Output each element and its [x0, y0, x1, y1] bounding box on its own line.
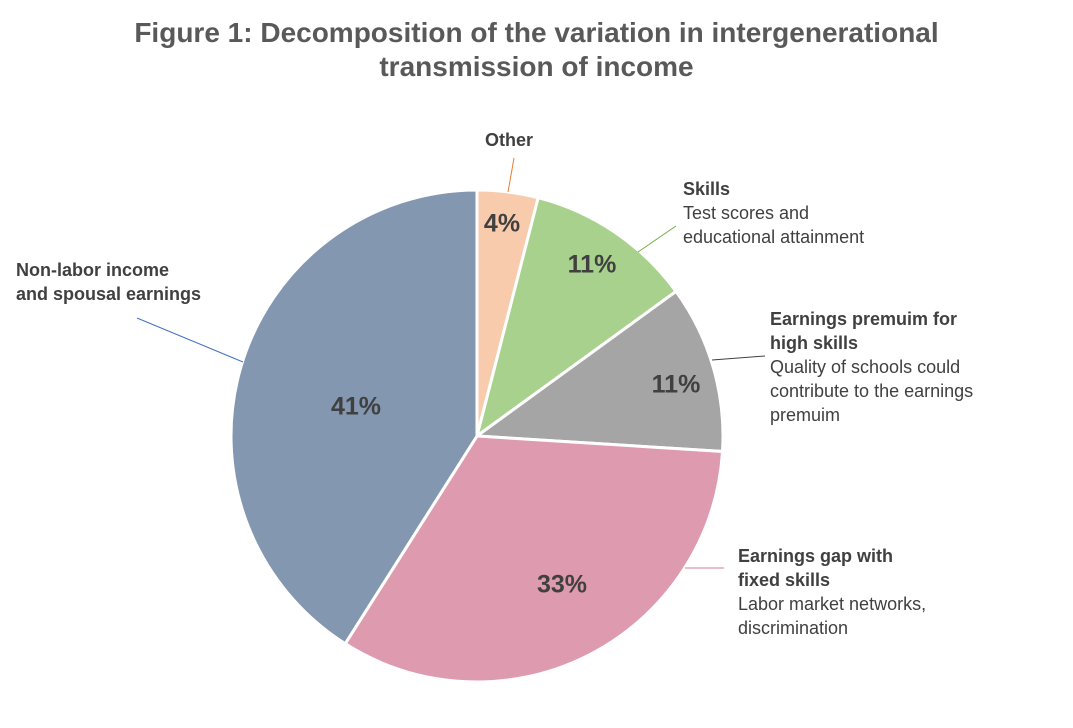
- category-description-earnings-premium: contribute to the earnings: [770, 381, 973, 401]
- category-labels: Other Skills Test scores and educational at…: [16, 130, 973, 638]
- percent-label-other: 4%: [484, 210, 520, 238]
- percent-label-earnings-gap: 33%: [537, 571, 587, 599]
- category-description-earnings-gap: Labor market networks,: [738, 594, 926, 614]
- category-label-earnings-gap: Earnings gap with fixed skills Labor marke…: [738, 546, 926, 638]
- category-name-non-labor: Non-labor income: [16, 260, 169, 280]
- chart-title-line1: Figure 1: Decomposition of the variation…: [134, 17, 939, 48]
- percent-label-non-labor: 41%: [331, 393, 381, 421]
- category-name-other: Other: [485, 130, 533, 150]
- percent-label-earnings-premium: 11%: [652, 371, 701, 399]
- category-name-earnings-premium: Earnings premuim for: [770, 309, 957, 329]
- percent-labels: 4% 11% 11% 33% 41%: [331, 210, 700, 599]
- category-description-earnings-premium: premuim: [770, 405, 840, 425]
- category-description-earnings-gap: discrimination: [738, 618, 848, 638]
- category-name-earnings-premium: high skills: [770, 333, 858, 353]
- chart-title-line2: transmission of income: [379, 51, 694, 82]
- category-description-earnings-premium: Quality of schools could: [770, 357, 960, 377]
- category-label-skills: Skills Test scores and educational attainm…: [683, 179, 864, 247]
- category-label-earnings-premium: Earnings premuim for high skills Quality o…: [770, 309, 973, 425]
- category-name-earnings-gap: Earnings gap with: [738, 546, 893, 566]
- category-name-non-labor: and spousal earnings: [16, 284, 201, 304]
- pie-slice-skills: [474, 195, 679, 440]
- category-description-skills: Test scores and: [683, 203, 809, 223]
- category-name-earnings-gap: fixed skills: [738, 570, 830, 590]
- leader-line-earnings-premium: [711, 355, 766, 361]
- leader-lines: [136, 157, 766, 569]
- pie-slice-non-labor: [229, 188, 479, 646]
- pie-slices: [229, 188, 725, 684]
- leader-line-other: [507, 157, 515, 193]
- percent-label-skills: 11%: [568, 251, 617, 279]
- leader-line-non-labor: [136, 317, 244, 363]
- category-description-skills: educational attainment: [683, 227, 864, 247]
- category-label-non-labor: Non-labor income and spousal earnings: [16, 260, 201, 304]
- category-name-skills: Skills: [683, 179, 730, 199]
- pie-slice-earnings-premium: [472, 289, 725, 454]
- category-label-other: Other: [485, 130, 533, 150]
- leader-line-skills: [637, 225, 677, 253]
